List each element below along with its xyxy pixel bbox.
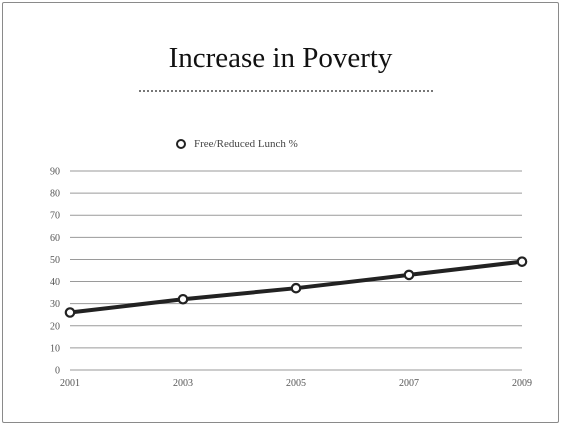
y-tick-label: 80	[50, 189, 60, 200]
y-tick-label: 40	[50, 277, 60, 288]
y-tick-label: 90	[50, 167, 60, 178]
x-tick-label: 2005	[286, 378, 306, 389]
x-tick-label: 2007	[399, 378, 419, 389]
y-tick-label: 30	[50, 299, 60, 310]
chart-title: Increase in Poverty	[168, 42, 393, 74]
legend: Free/Reduced Lunch %	[176, 138, 298, 150]
data-point	[290, 282, 302, 294]
y-tick-label: 20	[50, 321, 60, 332]
y-tick-label: 70	[50, 211, 60, 222]
legend-label: Free/Reduced Lunch %	[194, 138, 298, 150]
y-tick-label: 0	[55, 366, 60, 377]
x-tick-label: 2001	[60, 378, 80, 389]
data-point	[403, 269, 415, 281]
y-tick-label: 10	[50, 343, 60, 354]
x-tick-label: 2003	[173, 378, 193, 389]
title-divider	[139, 90, 433, 92]
data-point	[516, 256, 528, 267]
y-tick-label: 60	[50, 233, 60, 244]
x-tick-label: 2009	[512, 378, 532, 389]
data-point	[64, 307, 76, 318]
data-point	[177, 293, 189, 305]
legend-marker-icon	[176, 139, 186, 149]
y-tick-label: 50	[50, 255, 60, 266]
